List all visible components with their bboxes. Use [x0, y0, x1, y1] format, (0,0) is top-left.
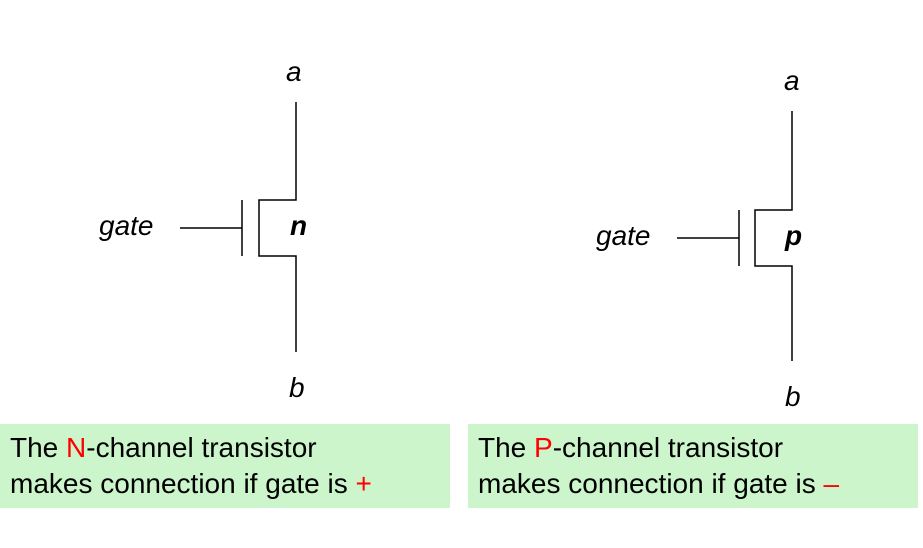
- p-channel-path: [754, 111, 793, 361]
- p-caption-highlight: P: [534, 432, 553, 463]
- n-caption-line-1: The N-channel transistor: [10, 430, 440, 466]
- n-transistor-symbol: [180, 102, 297, 352]
- p-caption-line1-post: -channel transistor: [552, 432, 784, 463]
- p-channel-caption: The P-channel transistor makes connectio…: [468, 424, 918, 508]
- p-caption-line-2: makes connection if gate is –: [478, 466, 908, 502]
- p-transistor-symbol: [677, 111, 793, 361]
- p-terminal-a-label: a: [784, 65, 800, 96]
- p-channel-label: p: [785, 220, 803, 251]
- n-caption-line-2: makes connection if gate is +: [10, 466, 440, 502]
- n-terminal-a-label: a: [286, 56, 302, 87]
- n-channel-caption: The N-channel transistor makes connectio…: [0, 424, 450, 508]
- n-caption-line1-post: -channel transistor: [86, 432, 317, 463]
- n-caption-line2-pre: makes connection if gate is: [10, 468, 356, 499]
- n-terminal-b-label: b: [289, 372, 305, 403]
- n-channel-label: n: [290, 210, 308, 241]
- n-channel-path: [258, 102, 297, 352]
- p-caption-pre: The: [478, 432, 535, 463]
- n-gate-label: gate: [99, 210, 154, 241]
- p-caption-line-1: The P-channel transistor: [478, 430, 908, 466]
- p-caption-line2-pre: makes connection if gate is: [478, 468, 824, 499]
- n-caption-highlight: N: [66, 432, 87, 463]
- p-terminal-b-label: b: [785, 381, 801, 412]
- p-caption-sign: –: [823, 468, 840, 499]
- n-caption-sign: +: [355, 468, 372, 499]
- p-gate-label: gate: [596, 220, 651, 251]
- n-caption-pre: The: [10, 432, 67, 463]
